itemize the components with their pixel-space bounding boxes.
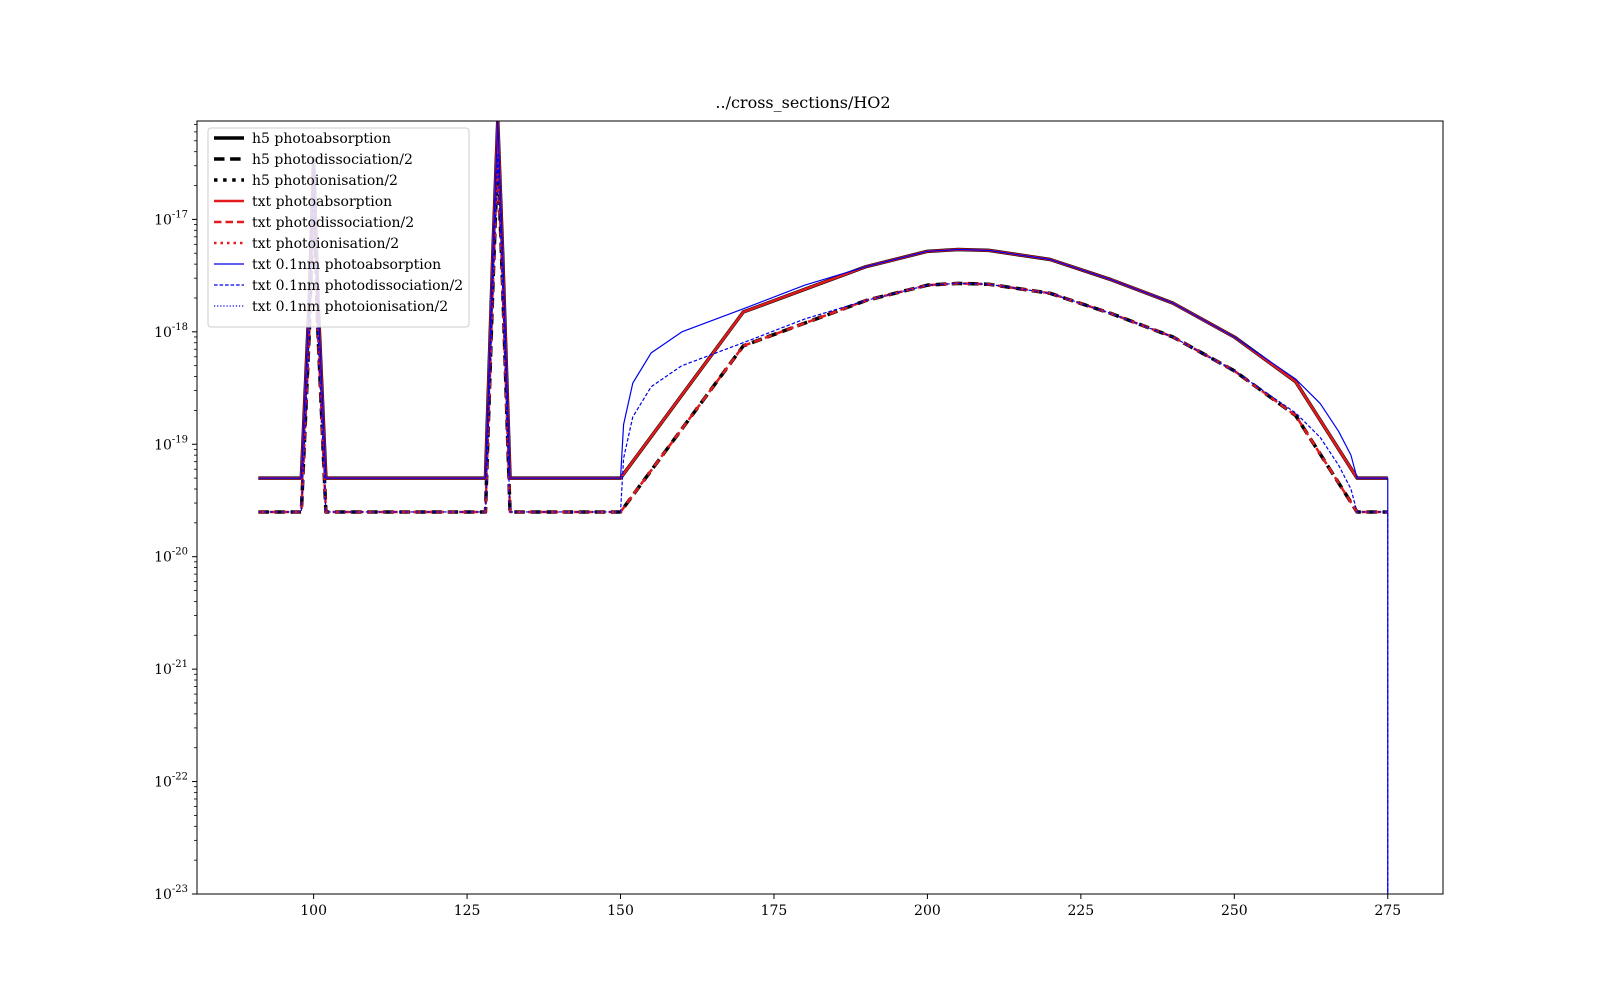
y-tick-label: 10-22 [154,772,188,791]
legend-box [207,127,470,328]
legend-label: txt 0.1nm photoabsorption [252,257,441,273]
legend: h5 photoabsorption h5 photodissociation/2… [207,127,470,328]
x-tick-label: 125 [454,903,481,919]
y-tick-label: 10-23 [154,884,188,903]
series-line-7 [258,154,1389,894]
legend-label: h5 photoabsorption [252,131,391,147]
y-axis: 10-23 10-22 10-21 10-20 10-19 10-18 10-17 [154,123,197,903]
series-line-4 [258,153,1388,514]
series-line-6 [258,121,1389,894]
legend-label: txt photoabsorption [252,194,392,210]
y-tick-label: 10-20 [154,547,188,566]
x-tick-label: 225 [1067,903,1094,919]
x-axis: 100 125 150 175 200 225 250 275 [300,894,1401,919]
x-tick-label: 100 [300,903,327,919]
legend-label: h5 photodissociation/2 [252,152,413,168]
x-tick-label: 200 [914,903,941,919]
legend-label: txt 0.1nm photodissociation/2 [252,278,463,294]
legend-label: txt photoionisation/2 [252,236,399,252]
y-tick-label: 10-21 [154,659,188,678]
x-tick-label: 275 [1374,903,1401,919]
y-tick-label: 10-18 [154,322,188,341]
x-tick-label: 175 [761,903,788,919]
plot-area [258,121,1389,894]
chart-title: ../cross_sections/HO2 [715,93,890,112]
x-tick-label: 150 [607,903,634,919]
y-tick-label: 10-17 [154,209,188,228]
y-tick-label: 10-19 [154,434,188,453]
legend-label: h5 photoionisation/2 [252,173,398,189]
x-tick-label: 250 [1221,903,1248,919]
plot-frame [196,120,1444,895]
legend-label: txt 0.1nm photoionisation/2 [252,299,448,315]
legend-label: txt photodissociation/2 [252,215,414,231]
